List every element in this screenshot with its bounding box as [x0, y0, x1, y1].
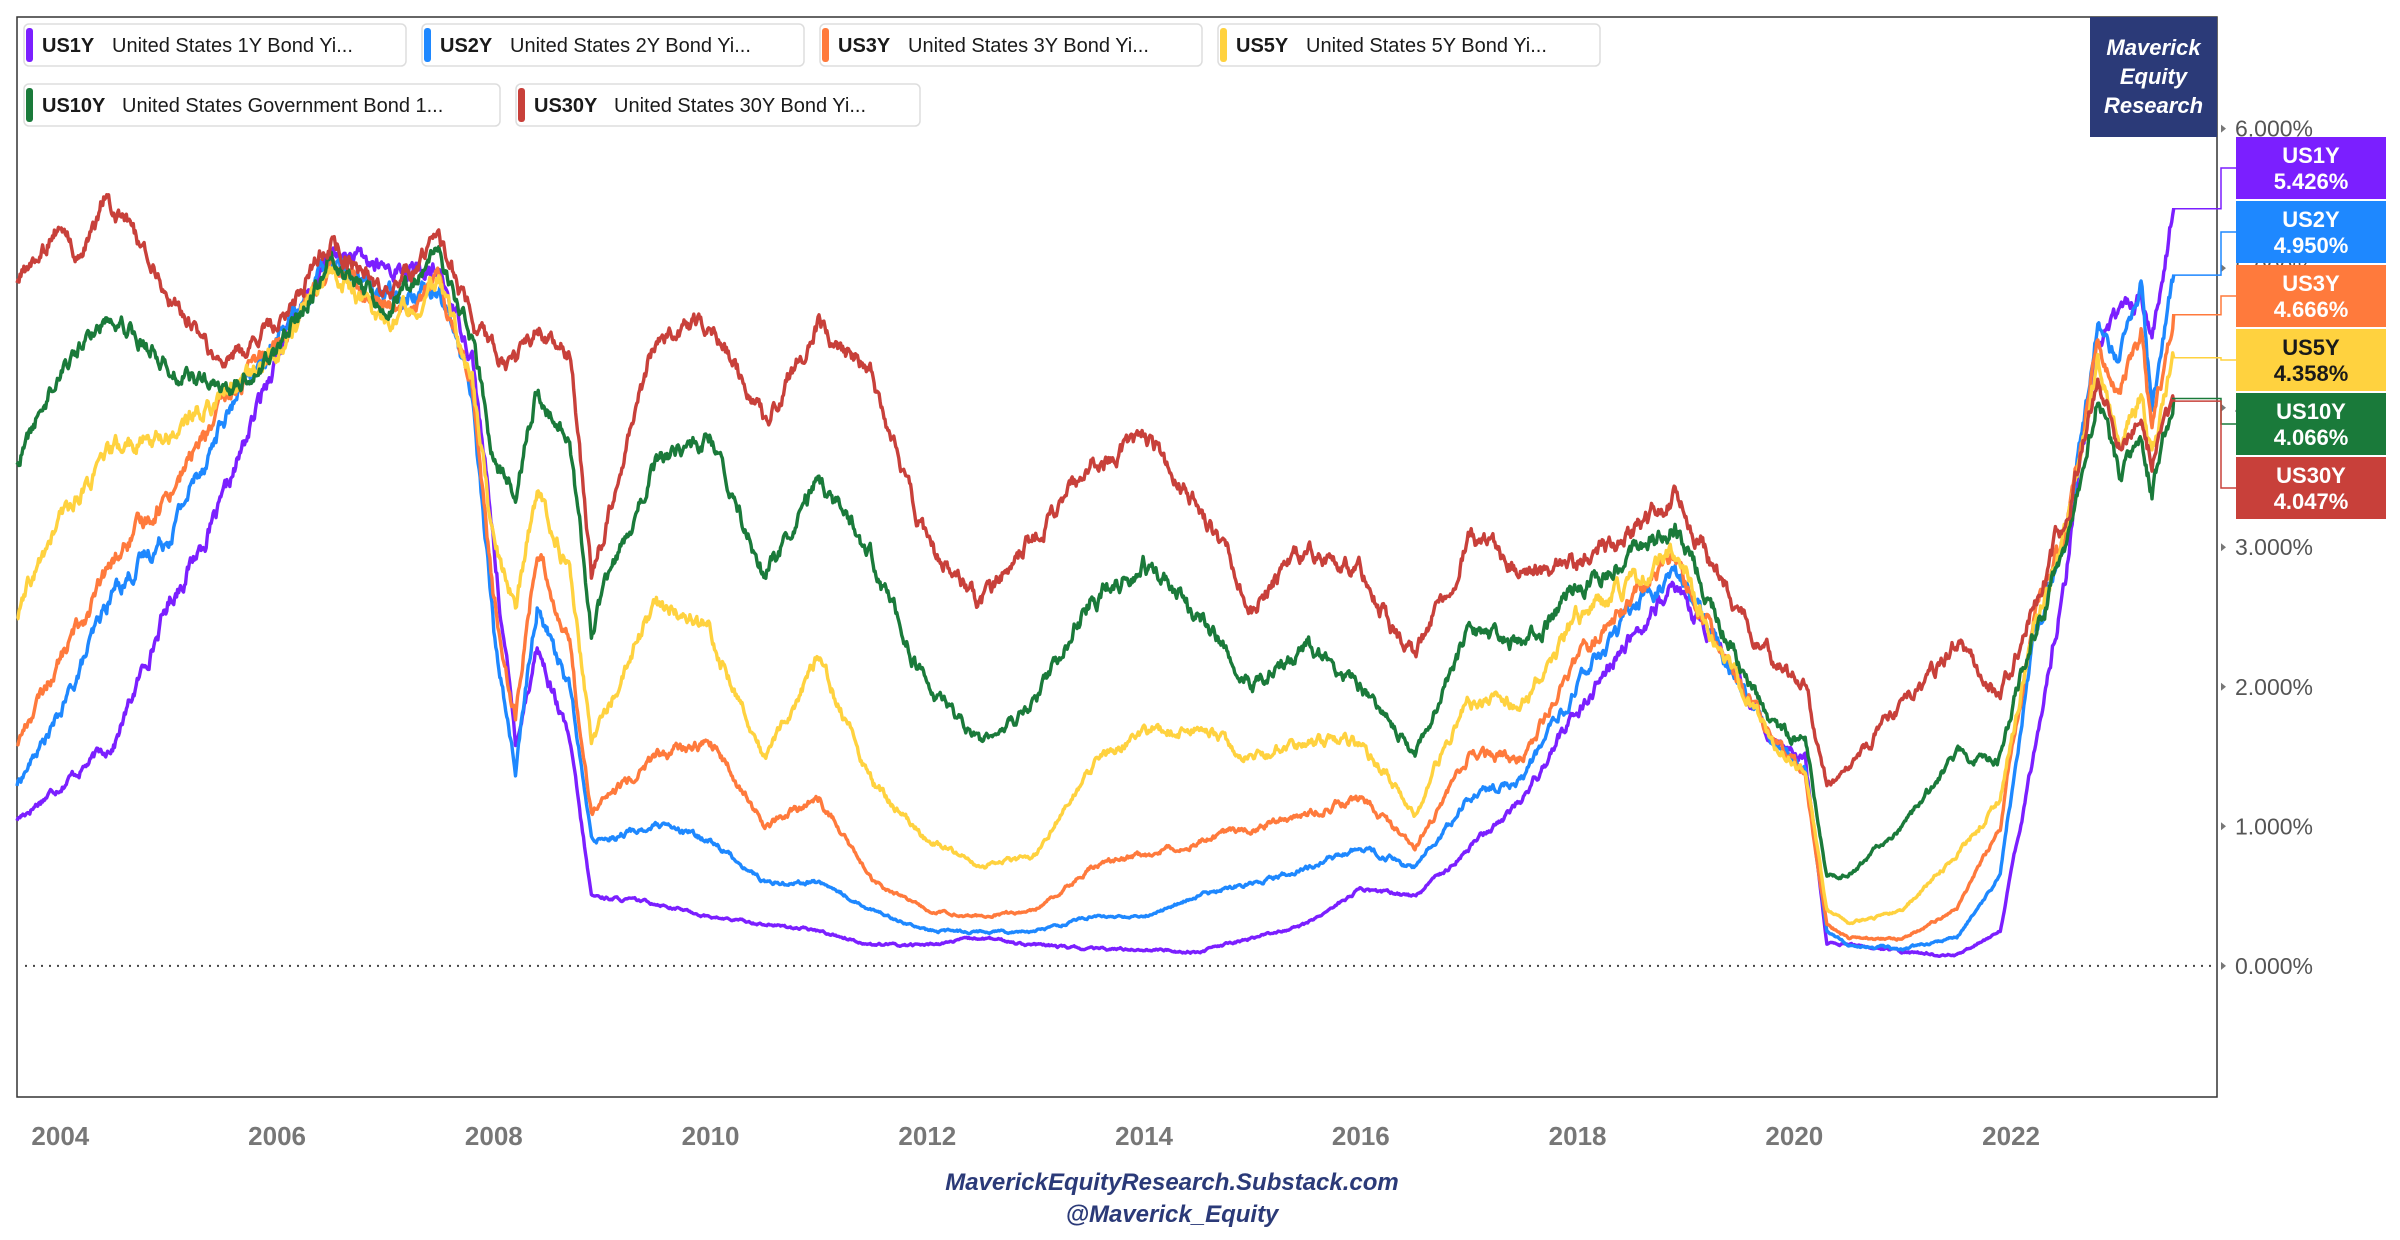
x-tick-label: 2016: [1332, 1121, 1390, 1151]
badge-value-us30y: 4.047%: [2274, 489, 2349, 514]
y-tick-mark: [2221, 961, 2226, 970]
legend-item-us5y[interactable]: US5Y United States 5Y Bond Yi...: [1217, 23, 1601, 67]
legend-item-us2y[interactable]: US2Y United States 2Y Bond Yi...: [421, 23, 805, 67]
series-line-us1y: [15, 208, 2176, 958]
badge-leader-us30y: [2172, 400, 2236, 489]
x-tick-label: 2014: [1115, 1121, 1173, 1151]
logo-box: Maverick Equity Research: [2090, 17, 2217, 137]
footer-handle: @Maverick_Equity: [1066, 1201, 1280, 1228]
y-tick-mark: [2221, 543, 2226, 552]
legend-swatch: [26, 88, 33, 122]
series-lines: [15, 193, 2176, 958]
y-tick-label: 2.000%: [2235, 674, 2313, 700]
badge-leader-us5y: [2172, 356, 2236, 361]
badge-value-us10y: 4.066%: [2274, 425, 2349, 450]
x-tick-label: 2006: [248, 1121, 306, 1151]
legend-swatch: [1220, 28, 1227, 62]
x-tick-label: 2020: [1765, 1121, 1823, 1151]
logo-background: [2090, 17, 2217, 137]
series-line-us30y: [15, 193, 2176, 788]
badge-us10y: [2236, 393, 2386, 455]
badge-leader-us1y: [2172, 167, 2236, 210]
badge-value-us1y: 5.426%: [2274, 169, 2349, 194]
badge-leader-us2y: [2172, 231, 2236, 276]
logo-line-2: Equity: [2120, 64, 2189, 89]
legend-chip: [1217, 23, 1601, 67]
y-tick-label: 1.000%: [2235, 813, 2313, 839]
x-tick-label: 2018: [1549, 1121, 1607, 1151]
legend-chip: [23, 23, 407, 67]
legend-label: United States 3Y Bond Yi...: [908, 35, 1149, 57]
legend-chip: [819, 23, 1203, 67]
series-line-us10y: [15, 245, 2176, 881]
y-tick-mark: [2221, 682, 2226, 691]
badge-value-us5y: 4.358%: [2274, 361, 2349, 386]
badge-code-us1y: US1Y: [2282, 143, 2340, 168]
badge-code-us3y: US3Y: [2282, 271, 2340, 296]
badge-us2y: [2236, 201, 2386, 263]
legend-label: United States 2Y Bond Yi...: [510, 35, 751, 57]
badge-code-us30y: US30Y: [2276, 463, 2346, 488]
legend-label: United States 5Y Bond Yi...: [1306, 35, 1547, 57]
legend-swatch: [822, 28, 829, 62]
badge-leader-us3y: [2172, 295, 2236, 316]
badge-us30y: [2236, 457, 2386, 519]
series-line-us5y: [16, 264, 2176, 926]
badge-us1y: [2236, 137, 2386, 199]
legend-code: US2Y: [440, 35, 493, 57]
plot-frame: [16, 16, 2218, 1098]
badge-code-us10y: US10Y: [2276, 399, 2346, 424]
footer-url: MaverickEquityResearch.Substack.com: [945, 1169, 1399, 1196]
y-tick-mark: [2221, 264, 2226, 273]
legend-label: United States 1Y Bond Yi...: [112, 35, 353, 57]
legend-code: US30Y: [534, 95, 598, 117]
legend-label: United States 30Y Bond Yi...: [614, 95, 866, 117]
x-tick-label: 2008: [465, 1121, 523, 1151]
legend-chip: [515, 83, 921, 127]
x-tick-label: 2022: [1982, 1121, 2040, 1151]
badge-value-us2y: 4.950%: [2274, 233, 2349, 258]
y-tick-label: 3.000%: [2235, 534, 2313, 560]
legend-label: United States Government Bond 1...: [122, 95, 443, 117]
y-tick-mark: [2221, 822, 2226, 831]
legend-code: US5Y: [1236, 35, 1289, 57]
legend-swatch: [26, 28, 33, 62]
legend-code: US3Y: [838, 35, 891, 57]
legend-chip: [421, 23, 805, 67]
y-tick-mark: [2221, 403, 2226, 412]
x-axis-ticks: 2004 2006 2008 2010 2012 2014 2016 2018 2020 2022: [31, 1121, 2040, 1151]
legend-code: US1Y: [42, 35, 95, 57]
logo-line-1: Maverick: [2106, 35, 2202, 60]
badge-us3y: [2236, 265, 2386, 327]
badge-us5y: [2236, 329, 2386, 391]
legend-item-us30y[interactable]: US30Y United States 30Y Bond Yi...: [515, 83, 921, 127]
legend: US1Y United States 1Y Bond Yi... US2Y Unite…: [23, 23, 1601, 127]
x-tick-label: 2010: [682, 1121, 740, 1151]
legend-swatch: [518, 88, 525, 122]
badge-code-us5y: US5Y: [2282, 335, 2340, 360]
legend-chip: [23, 83, 501, 127]
x-tick-label: 2012: [898, 1121, 956, 1151]
y-tick-mark: [2221, 124, 2226, 133]
legend-item-us10y[interactable]: US10Y United States Government Bond 1...: [23, 83, 501, 127]
badge-value-us3y: 4.666%: [2274, 297, 2349, 322]
series-line-us3y: [15, 256, 2176, 942]
legend-swatch: [424, 28, 431, 62]
y-tick-label: 0.000%: [2235, 953, 2313, 979]
legend-item-us1y[interactable]: US1Y United States 1Y Bond Yi...: [23, 23, 407, 67]
logo-line-3: Research: [2104, 93, 2203, 118]
legend-code: US10Y: [42, 95, 106, 117]
legend-item-us3y[interactable]: US3Y United States 3Y Bond Yi...: [819, 23, 1203, 67]
badge-leader-us10y: [2172, 397, 2236, 425]
x-tick-label: 2004: [31, 1121, 89, 1151]
badge-code-us2y: US2Y: [2282, 207, 2340, 232]
